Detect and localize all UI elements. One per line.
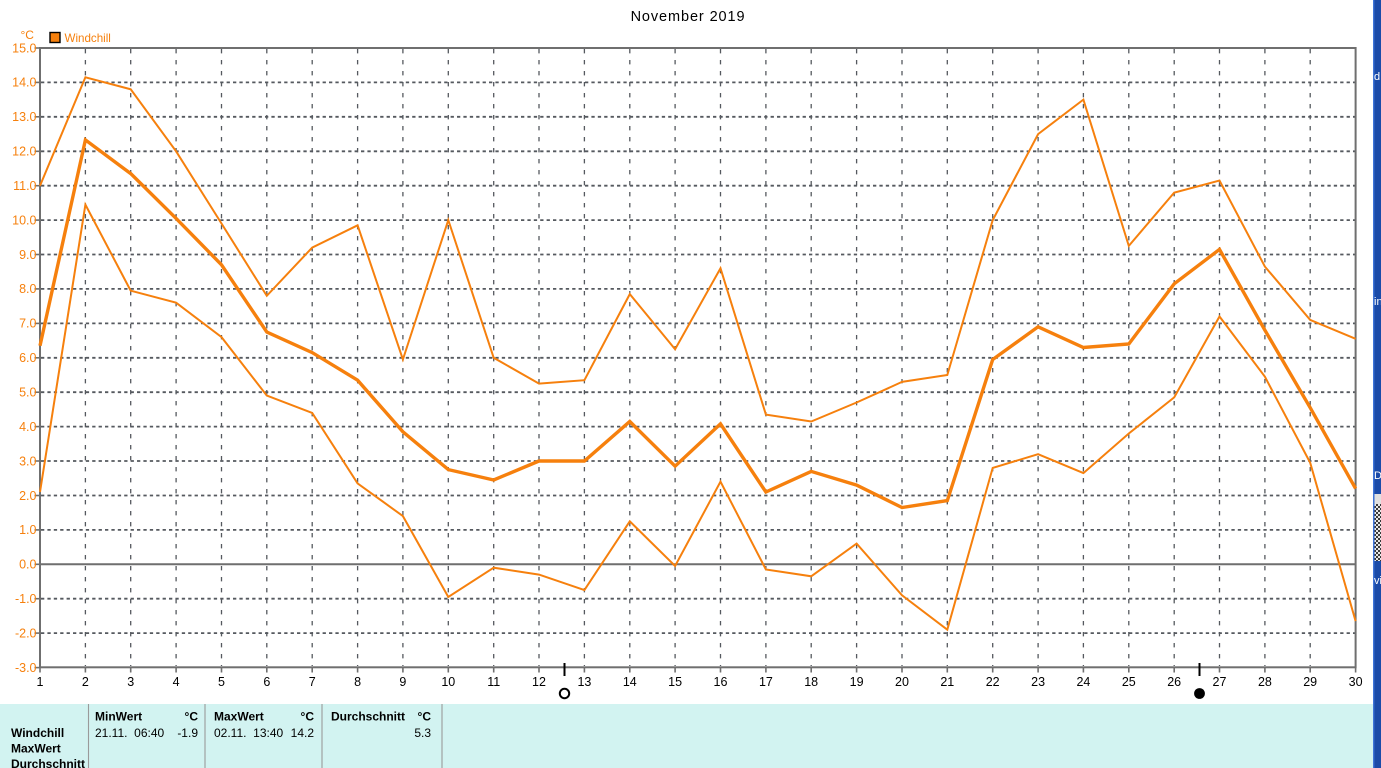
- svg-text:6: 6: [263, 675, 270, 689]
- svg-text:10: 10: [441, 675, 455, 689]
- svg-text:7: 7: [309, 675, 316, 689]
- svg-text:18: 18: [804, 675, 818, 689]
- svg-text:8: 8: [354, 675, 361, 689]
- svg-text:9: 9: [399, 675, 406, 689]
- svg-text:5: 5: [218, 675, 225, 689]
- svg-text:7.0: 7.0: [19, 317, 36, 331]
- svg-text:-1.9: -1.9: [177, 726, 198, 740]
- svg-text:14.0: 14.0: [12, 76, 36, 90]
- svg-text:2: 2: [82, 675, 89, 689]
- svg-text:5.3: 5.3: [414, 726, 431, 740]
- svg-text:12.0: 12.0: [12, 145, 36, 159]
- svg-text:13.0: 13.0: [12, 110, 36, 124]
- svg-text:4: 4: [173, 675, 180, 689]
- svg-text:26: 26: [1167, 675, 1181, 689]
- svg-text:6.0: 6.0: [19, 351, 36, 365]
- svg-text:11: 11: [487, 675, 500, 689]
- svg-text:11.0: 11.0: [13, 179, 36, 193]
- svg-text:Durchschnitt: Durchschnitt: [331, 710, 405, 724]
- svg-text:1: 1: [37, 675, 44, 689]
- svg-text:-1.0: -1.0: [15, 592, 37, 606]
- svg-text:19: 19: [850, 675, 864, 689]
- svg-text:10.0: 10.0: [12, 213, 36, 227]
- svg-text:°C: °C: [301, 710, 315, 724]
- svg-text:20: 20: [895, 675, 909, 689]
- svg-text:22: 22: [986, 675, 1000, 689]
- svg-text:24: 24: [1076, 675, 1090, 689]
- svg-text:Windchill: Windchill: [11, 726, 64, 740]
- svg-text:4.0: 4.0: [19, 420, 36, 434]
- svg-text:13: 13: [577, 675, 591, 689]
- svg-text:0.0: 0.0: [19, 558, 36, 572]
- svg-text:25: 25: [1122, 675, 1136, 689]
- svg-text:1.0: 1.0: [19, 523, 36, 537]
- svg-text:15: 15: [668, 675, 682, 689]
- svg-text:8.0: 8.0: [19, 282, 36, 296]
- svg-text:21.11. 06:40: 21.11. 06:40: [95, 726, 164, 740]
- svg-text:28: 28: [1258, 675, 1272, 689]
- svg-text:23: 23: [1031, 675, 1045, 689]
- svg-text:3.0: 3.0: [19, 454, 36, 468]
- svg-text:vi: vi: [1374, 575, 1381, 587]
- svg-text:Windchill: Windchill: [65, 32, 111, 45]
- svg-text:°C: °C: [418, 710, 432, 724]
- svg-text:14: 14: [623, 675, 637, 689]
- svg-text:27: 27: [1213, 675, 1227, 689]
- svg-text:12: 12: [532, 675, 546, 689]
- svg-text:-3.0: -3.0: [15, 661, 37, 675]
- svg-text:3: 3: [127, 675, 134, 689]
- svg-text:November 2019: November 2019: [631, 9, 746, 25]
- svg-text:30: 30: [1349, 675, 1363, 689]
- svg-text:02.11. 13:40: 02.11. 13:40: [214, 726, 283, 740]
- svg-text:-2.0: -2.0: [15, 626, 37, 640]
- svg-text:MinWert: MinWert: [95, 710, 142, 724]
- svg-text:°C: °C: [185, 710, 199, 724]
- svg-text:16: 16: [714, 675, 728, 689]
- svg-text:°C: °C: [21, 28, 35, 42]
- svg-text:2.0: 2.0: [19, 489, 36, 503]
- svg-text:15.0: 15.0: [12, 41, 36, 55]
- svg-text:14.2: 14.2: [291, 726, 315, 740]
- svg-text:5.0: 5.0: [19, 386, 36, 400]
- svg-text:17: 17: [759, 675, 773, 689]
- svg-text:29: 29: [1303, 675, 1317, 689]
- svg-text:21: 21: [940, 675, 954, 689]
- svg-text:9.0: 9.0: [19, 248, 36, 262]
- svg-text:d: d: [1374, 71, 1380, 83]
- svg-text:MaxWert: MaxWert: [11, 742, 61, 756]
- svg-text:Durchschnitt: Durchschnitt: [11, 757, 85, 768]
- svg-text:MaxWert: MaxWert: [214, 710, 264, 724]
- svg-text:in: in: [1374, 296, 1381, 308]
- svg-text:D: D: [1374, 470, 1381, 482]
